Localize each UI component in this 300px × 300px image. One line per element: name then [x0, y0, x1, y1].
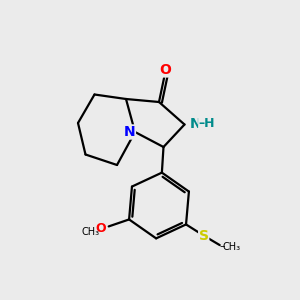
Text: O: O — [95, 222, 106, 235]
Text: S: S — [199, 229, 209, 243]
Text: N: N — [124, 125, 135, 139]
Text: –: – — [219, 242, 225, 252]
Text: O: O — [159, 63, 171, 77]
Text: N: N — [190, 117, 202, 131]
Text: –H: –H — [199, 117, 215, 130]
Text: CH₃: CH₃ — [222, 242, 240, 252]
Text: CH₃: CH₃ — [81, 227, 99, 237]
